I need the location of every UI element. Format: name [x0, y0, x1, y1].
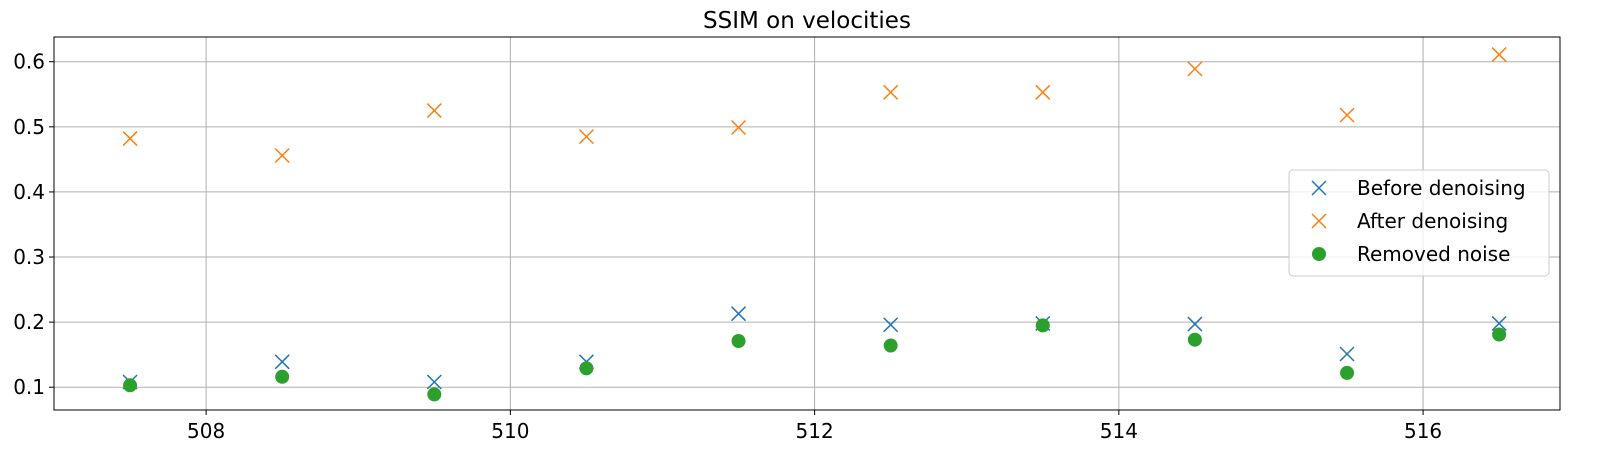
point-removed-noise: [731, 333, 746, 348]
point-before-denoising: [426, 374, 442, 390]
point-removed-noise: [275, 369, 290, 384]
y-tick-label: 0.6: [13, 50, 45, 74]
point-removed-noise: [427, 387, 442, 402]
point-after-denoising: [426, 103, 442, 119]
point-after-denoising: [1035, 84, 1051, 100]
point-removed-noise: [1035, 318, 1050, 333]
data-marks: [122, 47, 1507, 402]
point-before-denoising: [883, 317, 899, 333]
y-tick-label: 0.3: [13, 245, 45, 269]
legend-label-after-denoising: After denoising: [1357, 209, 1508, 233]
y-axis: 0.1 0.2 0.3 0.4 0.5 0.6: [13, 50, 54, 399]
point-after-denoising: [578, 129, 594, 145]
point-before-denoising: [274, 354, 290, 370]
point-removed-noise: [883, 338, 898, 353]
point-before-denoising: [1187, 316, 1203, 332]
y-tick-label: 0.1: [13, 375, 45, 399]
point-before-denoising: [1491, 315, 1507, 331]
legend-box: [1288, 169, 1550, 277]
x-tick-label: 514: [1100, 419, 1138, 443]
point-removed-noise: [1492, 327, 1507, 342]
x-tick-label: 508: [187, 419, 225, 443]
point-removed-noise: [1187, 332, 1202, 347]
point-after-denoising: [122, 131, 138, 147]
plot-area: [53, 36, 1561, 411]
point-after-denoising: [274, 147, 290, 164]
point-before-denoising: [1339, 346, 1355, 362]
y-tick-label: 0.2: [13, 310, 45, 334]
x-tick-label: 510: [491, 419, 529, 443]
y-tick-label: 0.5: [13, 115, 45, 139]
point-removed-noise: [123, 378, 138, 393]
point-after-denoising: [1339, 107, 1355, 123]
legend-label-removed-noise: Removed noise: [1357, 242, 1510, 266]
legend-label-before-denoising: Before denoising: [1357, 176, 1526, 200]
legend-marker-removed-noise: [1312, 247, 1326, 261]
point-before-denoising: [731, 306, 747, 322]
legend-marker-after-denoising: [1311, 213, 1327, 229]
x-axis: 508 510 512 514 516: [187, 410, 1442, 443]
series-after-denoising: [122, 47, 1507, 164]
x-tick-label: 512: [796, 419, 834, 443]
point-after-denoising: [1491, 47, 1507, 63]
legend-marker-before-denoising: [1311, 180, 1327, 196]
legend: Before denoising After denoising Removed n…: [1288, 169, 1550, 277]
point-removed-noise: [1340, 365, 1355, 380]
y-tick-label: 0.4: [13, 180, 45, 204]
series-removed-noise: [123, 318, 1507, 402]
chart-title: SSIM on velocities: [703, 8, 911, 34]
point-after-denoising: [883, 84, 899, 100]
point-removed-noise: [579, 361, 594, 376]
x-tick-label: 516: [1404, 419, 1442, 443]
point-after-denoising: [1187, 61, 1203, 77]
point-after-denoising: [731, 119, 747, 136]
